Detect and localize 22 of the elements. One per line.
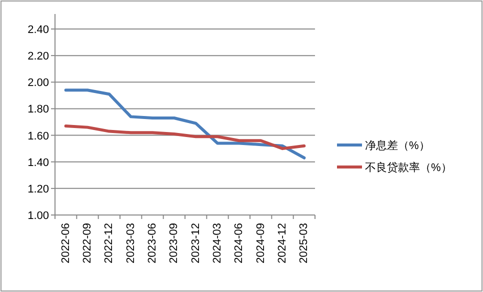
x-tick-label: 2022-06	[60, 223, 72, 264]
legend-label: 不良贷款率（%）	[365, 161, 452, 174]
x-tick-label: 2022-12	[103, 223, 116, 264]
legend-label: 净息差（%）	[365, 139, 430, 152]
y-tick-label: 2.20	[28, 50, 49, 63]
x-tick-label: 2023-12	[190, 223, 202, 264]
x-tick-label: 2024-06	[233, 223, 246, 264]
x-tick-label: 2024-12	[276, 223, 288, 264]
y-tick-label: 1.80	[28, 104, 49, 116]
y-tick-label: 2.00	[28, 77, 49, 90]
x-tick-label: 2025-03	[298, 223, 310, 264]
y-tick-label: 1.60	[28, 130, 49, 142]
x-tick-label: 2024-03	[212, 223, 224, 264]
x-tick-label: 2022-09	[82, 223, 94, 264]
y-tick-label: 1.00	[28, 210, 49, 222]
x-tick-label: 2023-06	[146, 223, 158, 264]
y-tick-label: 2.40	[28, 24, 49, 36]
y-tick-label: 1.20	[28, 183, 49, 196]
x-tick-label: 2023-03	[124, 223, 137, 264]
y-tick-label: 1.40	[28, 156, 49, 169]
x-tick-label: 2024-09	[254, 223, 267, 264]
x-tick-label: 2023-09	[168, 223, 180, 264]
